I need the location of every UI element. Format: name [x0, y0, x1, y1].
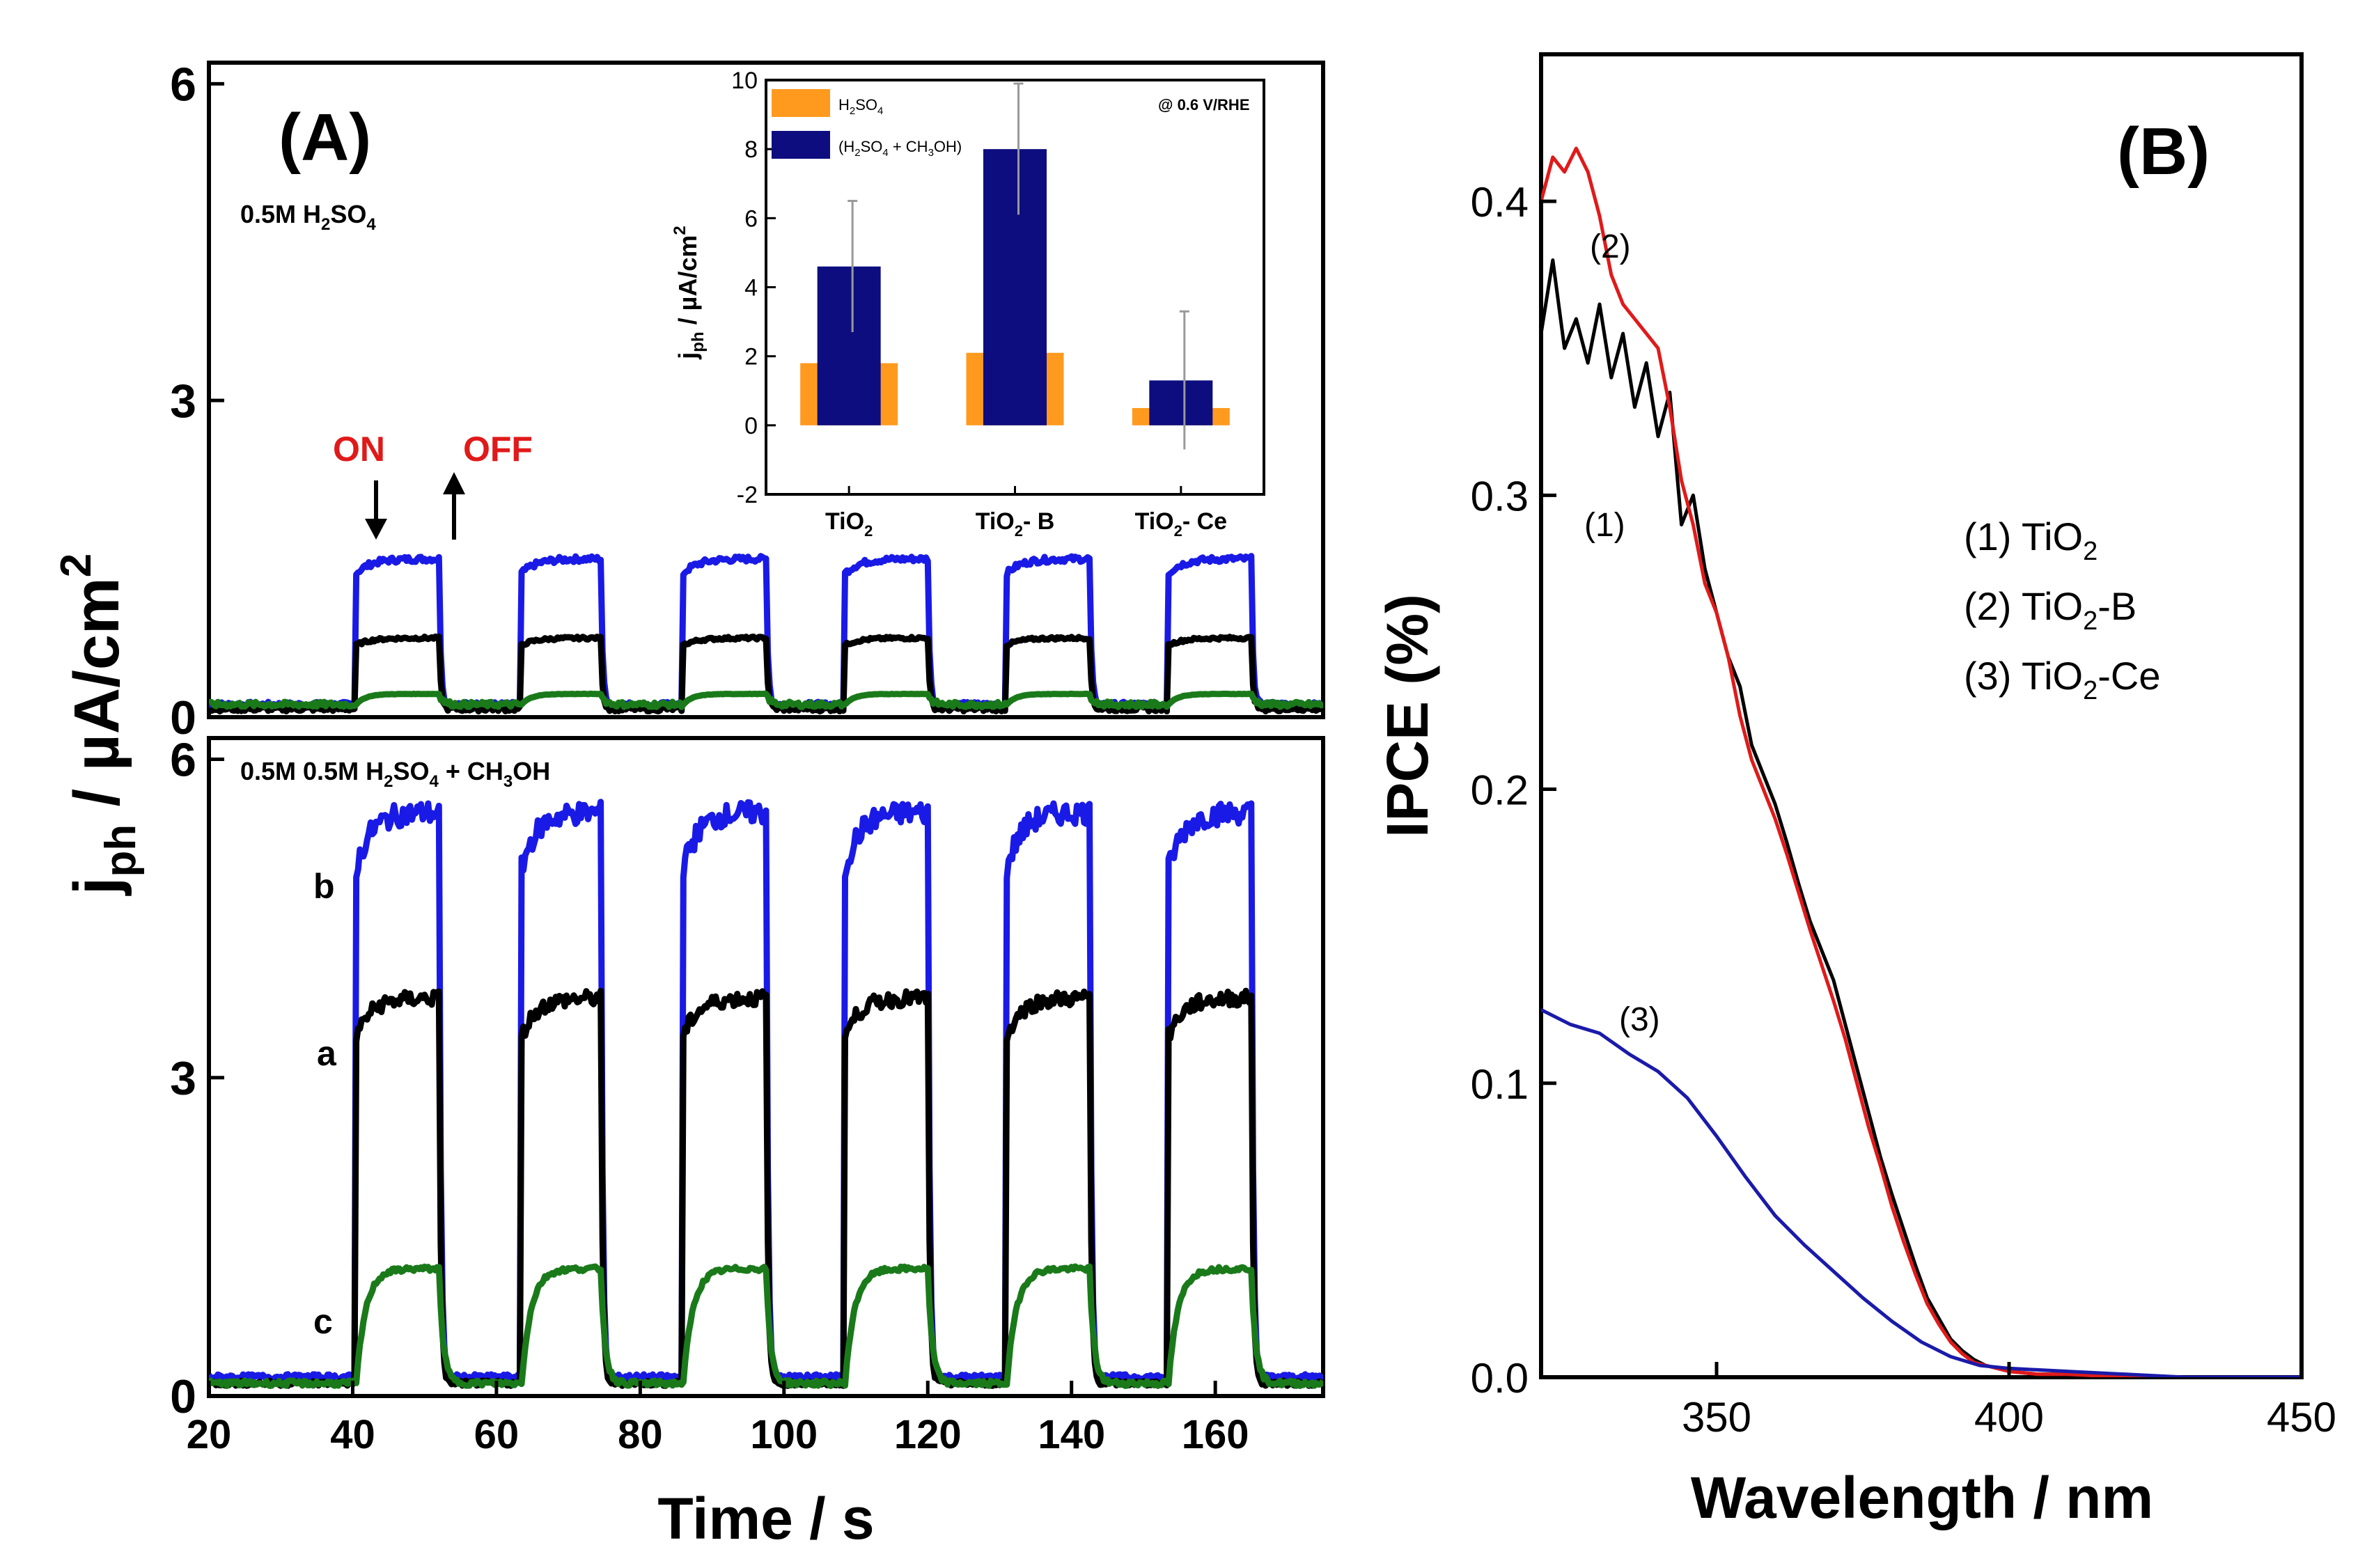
- panel-b-ytick-label: 0.0: [1471, 1355, 1529, 1402]
- inset-category-label-0: TiO2: [825, 508, 873, 540]
- panel-b-title: (B): [2117, 114, 2210, 189]
- legend-entry-tio2: (1) TiO2: [1964, 515, 2098, 566]
- inset-category-label-2: TiO2- Ce: [1135, 508, 1228, 540]
- inset-bar-1-1: [983, 149, 1047, 425]
- panel-a-bottom: 0 3 6 20 40 60 80 100 120 140 160 0.5M 0.5M H2SO4…: [52, 554, 1325, 1551]
- inset-ytick-label: 8: [744, 136, 758, 163]
- inset-xaxis: TiO2 TiO2- B TiO2- Ce: [825, 486, 1227, 540]
- a-bottom-ytick-label: 3: [170, 1052, 196, 1105]
- panel-a-top-yaxis: 0 3 6: [170, 58, 224, 744]
- panel-b-xlabel: Wavelength / nm: [1691, 1465, 2153, 1530]
- a-top-series-2: [209, 690, 1323, 711]
- a-bottom-xtick-label: 60: [474, 1412, 520, 1457]
- a-top-ytick-label: 0: [170, 691, 196, 744]
- panel-b-ytick-label: 0.2: [1471, 767, 1529, 814]
- a-bottom-series-1: [209, 987, 1323, 1389]
- a-bottom-ytick-label: 0: [170, 1370, 196, 1423]
- panel-b-xtick-label: 450: [2267, 1394, 2336, 1441]
- inset-ytick-label: -2: [737, 482, 758, 508]
- panel-b-frame: [1539, 52, 2304, 1379]
- panel-a-bottom-electrolyte: 0.5M 0.5M H2SO4 + CH3OH: [240, 757, 550, 791]
- inset-ytick-label: 10: [731, 68, 758, 94]
- inset-bar-2-1: [1149, 380, 1213, 425]
- panel-b-series-2: [1541, 1008, 2302, 1377]
- inset-annotation: @ 0.6 V/RHE: [1158, 96, 1250, 113]
- panel-a-inset: -2 0 2 4 6 8 10 TiO2 TiO2- B TiO2- Ce @ 0.6 V/RH…: [671, 68, 1265, 540]
- inset-ytick-label: 6: [744, 205, 758, 232]
- curve-label-3: (3): [1619, 1001, 1660, 1038]
- panel-b-yaxis: 0.0 0.1 0.2 0.3 0.4: [1471, 179, 1556, 1402]
- panel-a-xlabel: Time / s: [657, 1486, 874, 1551]
- a-bottom-series-2: [209, 1263, 1323, 1389]
- inset-yaxis: -2 0 2 4 6 8 10: [731, 68, 776, 508]
- a-top-ytick-label: 3: [170, 375, 196, 428]
- on-arrow-icon: [365, 480, 387, 540]
- curve-label-c: c: [313, 1302, 333, 1341]
- curve-label-a: a: [317, 1034, 337, 1073]
- legend-label-h2so4-ch3oh: (H2SO4 + CH3OH): [838, 138, 962, 159]
- panel-b-series-0: [1541, 258, 2302, 1377]
- panel-b-ytick-label: 0.4: [1471, 179, 1529, 226]
- inset-category-label-1: TiO2- B: [976, 508, 1055, 540]
- a-bottom-xtick-label: 20: [187, 1412, 232, 1457]
- panel-a-bottom-xaxis: 20 40 60 80 100 120 140 160: [187, 1381, 1249, 1457]
- inset-bar-0-1: [817, 266, 881, 425]
- panel-a-bottom-series: [209, 799, 1323, 1389]
- legend-swatch-h2so4: [772, 89, 830, 117]
- panel-b-series: [1541, 146, 2302, 1377]
- a-bottom-xtick-label: 120: [894, 1412, 962, 1457]
- a-bottom-xtick-label: 140: [1038, 1412, 1105, 1457]
- panel-b-xtick-label: 350: [1682, 1394, 1751, 1441]
- a-bottom-ytick-label: 6: [170, 733, 196, 786]
- off-arrow-icon: [443, 472, 465, 540]
- inset-ytick-label: 0: [744, 413, 758, 439]
- panel-a-bottom-frame: [207, 736, 1325, 1398]
- on-label: ON: [333, 430, 385, 469]
- inset-ylabel: jph / µA/cm2: [671, 226, 708, 359]
- panel-b-xtick-label: 400: [1974, 1394, 2044, 1441]
- panel-b: 0.0 0.1 0.2 0.3 0.4 350 400 450 (B) (2) (1) (3…: [1375, 52, 2336, 1530]
- legend-entry-tio2-b: (2) TiO2-B: [1964, 584, 2136, 636]
- legend-label-h2so4: H2SO4: [838, 96, 883, 117]
- inset-legend: H2SO4 (H2SO4 + CH3OH): [772, 89, 962, 159]
- a-bottom-xtick-label: 80: [618, 1412, 663, 1457]
- panel-b-xaxis: 350 400 450: [1682, 1362, 2336, 1441]
- legend-swatch-h2so4-ch3oh: [772, 131, 830, 159]
- panel-b-ytick-label: 0.3: [1471, 473, 1529, 519]
- a-bottom-series-0: [209, 799, 1323, 1383]
- a-top-ytick-label: 6: [170, 58, 196, 111]
- curve-label-2: (2): [1590, 228, 1631, 265]
- a-bottom-xtick-label: 100: [750, 1412, 818, 1457]
- panel-b-ylabel: IPCE (%): [1375, 594, 1440, 838]
- panel-a-bottom-yaxis: 0 3 6: [170, 733, 224, 1423]
- panel-a-title: (A): [279, 100, 371, 175]
- a-bottom-xtick-label: 40: [330, 1412, 375, 1457]
- off-label: OFF: [463, 430, 533, 469]
- panel-a-top: 0 3 6 (A) 0.5M H2SO4 ON OFF: [170, 58, 1325, 744]
- curve-label-b: b: [313, 867, 335, 906]
- panel-b-legend: (1) TiO2 (2) TiO2-B (3) TiO2-Ce: [1964, 515, 2161, 705]
- panel-b-series-1: [1541, 146, 2302, 1377]
- legend-entry-tio2-ce: (3) TiO2-Ce: [1964, 654, 2161, 705]
- curve-label-1: (1): [1584, 507, 1625, 544]
- inset-bars: [800, 82, 1230, 450]
- panel-b-ytick-label: 0.1: [1471, 1061, 1529, 1108]
- panel-a-top-series: [209, 553, 1323, 715]
- inset-ytick-label: 4: [744, 275, 758, 301]
- a-bottom-xtick-label: 160: [1182, 1412, 1249, 1457]
- panel-a-top-frame: [207, 61, 1325, 719]
- panel-a-ylabel: jph / µA/cm2: [52, 554, 145, 896]
- panel-a-top-electrolyte: 0.5M H2SO4: [240, 200, 376, 234]
- inset-ytick-label: 2: [744, 344, 758, 370]
